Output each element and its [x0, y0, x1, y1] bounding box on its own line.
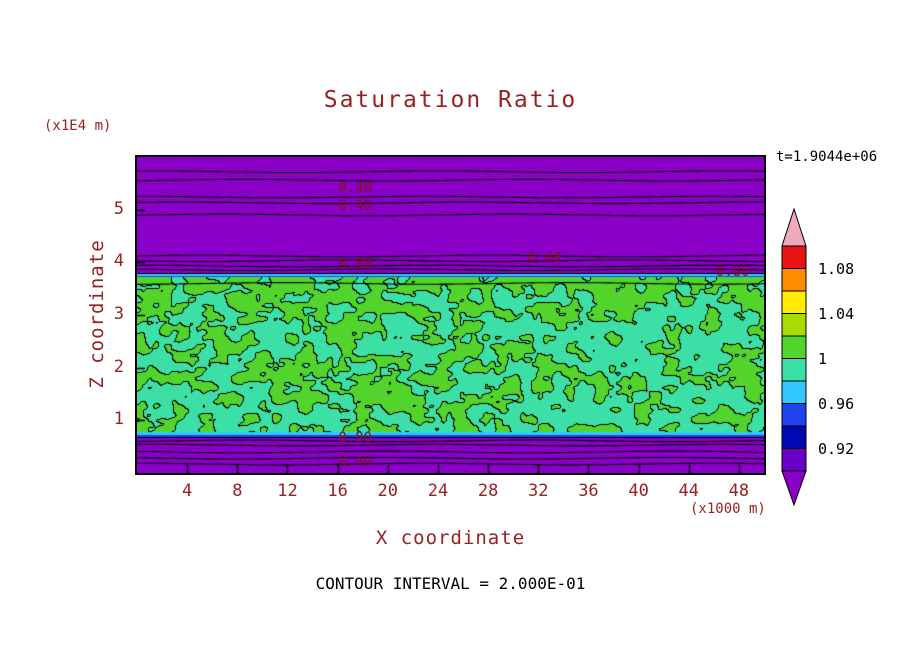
time-annotation: t=1.9044e+06 [776, 149, 878, 165]
x-tick-label: 28 [477, 481, 499, 501]
x-tick-label: 40 [628, 481, 649, 501]
contour-line-label: 0.40 [338, 453, 373, 470]
x-tick-label: 32 [528, 481, 549, 501]
x-tick-label: 20 [377, 481, 399, 501]
contour-line-label: 0.80 [338, 429, 373, 446]
x-tick-label: 36 [578, 481, 599, 501]
y-tick-label: 2 [113, 356, 124, 377]
colorbar-tick-label: 1.08 [818, 259, 855, 278]
x-tick-label: 44 [678, 481, 699, 501]
plot-area: 0.40 0.40 0.80 0.40 0.80 0.80 0.40 [135, 155, 766, 475]
y-tick-label: 5 [113, 198, 124, 219]
colorbar-tick-label: 1.04 [818, 304, 855, 323]
contour-line-label: 0.40 [527, 250, 562, 267]
y-tick-label: 4 [113, 251, 124, 272]
contour-line-label: 0.40 [338, 180, 373, 197]
x-axis-unit: (x1000 m) [690, 501, 766, 517]
contour-interval-note: CONTOUR INTERVAL = 2.000E-01 [315, 574, 586, 593]
x-tick-label: 48 [728, 481, 750, 501]
x-tick-label: 24 [427, 481, 449, 501]
contour-line-label: 0.40 [338, 197, 373, 214]
y-tick-label: 3 [113, 304, 124, 324]
x-axis-title: X coordinate [375, 527, 526, 549]
contour-line-label: 0.80 [715, 263, 750, 280]
y-axis-unit: (x1E4 m) [44, 118, 112, 134]
colorbar-tick-label: 0.96 [818, 394, 855, 413]
contour-plot-canvas [137, 157, 764, 473]
colorbar [781, 207, 807, 508]
colorbar-svg [781, 207, 807, 507]
x-tick-label: 8 [232, 481, 243, 501]
y-tick-label: 1 [113, 409, 124, 430]
chart-title: Saturation Ratio [323, 87, 578, 113]
colorbar-tick-label: 0.92 [818, 439, 855, 458]
x-tick-label: 16 [327, 481, 348, 501]
colorbar-tick-label: 1 [818, 349, 828, 368]
x-tick-label: 12 [277, 481, 298, 501]
contour-line-label: 0.80 [338, 255, 373, 272]
x-tick-label: 4 [182, 481, 193, 501]
